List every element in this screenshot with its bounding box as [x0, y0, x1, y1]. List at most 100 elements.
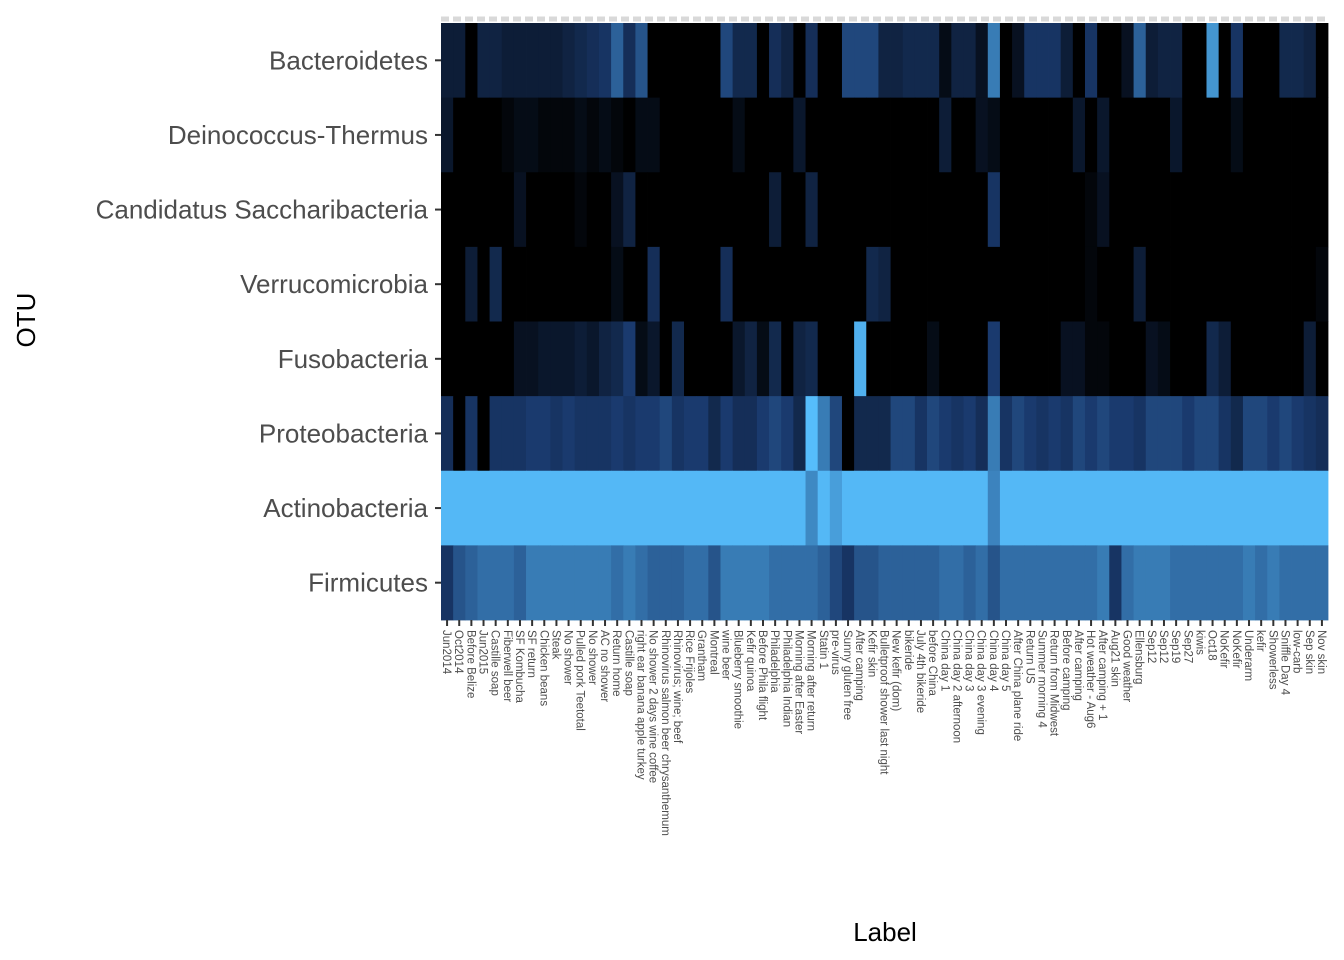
heatmap-cell: [1084, 23, 1098, 99]
x-tick-label: Grantham: [695, 630, 707, 681]
heatmap-cell: [963, 172, 977, 248]
x-tick-label: Return home: [610, 630, 622, 696]
heatmap-cell: [684, 396, 697, 472]
heatmap-cell: [987, 470, 1001, 546]
heatmap-cell: [781, 321, 794, 397]
heatmap-cell: [1012, 545, 1025, 621]
heatmap-cell: [1133, 246, 1147, 322]
heatmap-cell: [1012, 23, 1025, 99]
heatmap-cell: [1291, 470, 1305, 546]
heatmap-cell: [1145, 23, 1159, 99]
heatmap-cell: [939, 545, 952, 621]
x-tick-label: Oct2014: [452, 630, 464, 674]
heatmap-cell: [1036, 23, 1049, 99]
heatmap-cell: [1194, 396, 1207, 472]
heatmap-cell: [975, 172, 989, 248]
heatmap-cell: [1194, 172, 1207, 248]
x-tick-label: Philadelphia: [768, 630, 780, 693]
heatmap-cell: [513, 396, 527, 472]
heatmap-cell: [1194, 97, 1207, 173]
heatmap-cell: [720, 97, 734, 173]
heatmap-cell: [684, 321, 697, 397]
heatmap-cell: [1194, 23, 1207, 99]
x-tick-label: Castille soap: [622, 630, 634, 696]
heatmap-cell: [659, 97, 673, 173]
heatmap-cell: [1072, 97, 1086, 173]
heatmap-cell: [1157, 97, 1171, 173]
x-tick-label: China day 5: [999, 630, 1011, 691]
heatmap-cell: [854, 396, 867, 472]
heatmap-cell: [1255, 470, 1268, 546]
heatmap-cell: [1024, 97, 1037, 173]
heatmap-cell: [1157, 545, 1171, 621]
heatmap-cell: [647, 470, 661, 546]
heatmap-cell: [1206, 172, 1220, 248]
heatmap-cell: [805, 97, 819, 173]
heatmap-cell: [1036, 172, 1049, 248]
heatmap-cell: [1206, 23, 1220, 99]
x-tick-label: bikeride: [902, 630, 914, 670]
heatmap-cell: [477, 97, 490, 173]
heatmap-cell: [1121, 97, 1134, 173]
heatmap-cell: [1303, 97, 1317, 173]
x-tick-label: Before Phila flight: [756, 630, 768, 721]
heatmap-cell: [635, 172, 648, 248]
heatmap-cell: [598, 246, 612, 322]
heatmap-cell: [841, 246, 855, 322]
heatmap-cell: [951, 321, 964, 397]
heatmap-cell: [1121, 396, 1134, 472]
heatmap-cell: [927, 172, 940, 248]
heatmap-cell: [1218, 172, 1232, 248]
heatmap-cell: [550, 23, 563, 99]
heatmap-cell: [1291, 246, 1305, 322]
heatmap-cell: [890, 97, 904, 173]
heatmap-cell: [793, 97, 806, 173]
heatmap-cell: [866, 23, 879, 99]
heatmap-cell: [720, 246, 734, 322]
x-tick-label: Nov skin: [1315, 630, 1327, 674]
heatmap-cell: [696, 23, 709, 99]
heatmap-cell: [453, 545, 466, 621]
y-tick-label: Verrucomicrobia: [240, 269, 428, 299]
heatmap-cell: [1072, 470, 1086, 546]
heatmap-cell: [513, 246, 527, 322]
heatmap-cell: [951, 23, 964, 99]
x-tick-label: Before Belize: [464, 630, 476, 698]
heatmap-cell: [1048, 246, 1062, 322]
heatmap-cell: [1255, 545, 1268, 621]
heatmap-cell: [1048, 321, 1062, 397]
heatmap-cell: [854, 321, 867, 397]
x-tick-label: China day 1: [938, 630, 950, 691]
heatmap-cell: [890, 23, 904, 99]
heatmap-cell: [647, 97, 661, 173]
heatmap-cell: [696, 545, 709, 621]
heatmap-cell: [1060, 470, 1074, 546]
heatmap-cell: [1315, 23, 1329, 99]
heatmap-cell: [951, 470, 964, 546]
heatmap-cell: [708, 23, 721, 99]
x-tick-label: Ellensburg: [1133, 630, 1145, 684]
heatmap-cell: [732, 246, 746, 322]
heatmap-cell: [574, 321, 588, 397]
heatmap-cell: [829, 321, 843, 397]
x-tick-label: Bulletproof shower last night: [878, 630, 890, 775]
heatmap-cell: [756, 470, 770, 546]
heatmap-cell: [1170, 396, 1183, 472]
heatmap-cell: [708, 97, 721, 173]
heatmap-cell: [805, 172, 819, 248]
heatmap-cell: [659, 23, 673, 99]
heatmap-cell: [1084, 172, 1098, 248]
x-tick-label: Chicken beans: [537, 630, 549, 706]
heatmap-cell: [647, 246, 661, 322]
heatmap-cell: [1303, 172, 1317, 248]
heatmap-cell: [1145, 321, 1159, 397]
heatmap-cell: [1267, 321, 1280, 397]
heatmap-cell: [1145, 545, 1159, 621]
heatmap-cell: [611, 172, 624, 248]
heatmap-cell: [574, 396, 588, 472]
heatmap-cell: [975, 321, 989, 397]
heatmap-cell: [586, 246, 600, 322]
heatmap-cell: [562, 321, 576, 397]
heatmap-cell: [769, 545, 782, 621]
heatmap-cell: [866, 172, 879, 248]
